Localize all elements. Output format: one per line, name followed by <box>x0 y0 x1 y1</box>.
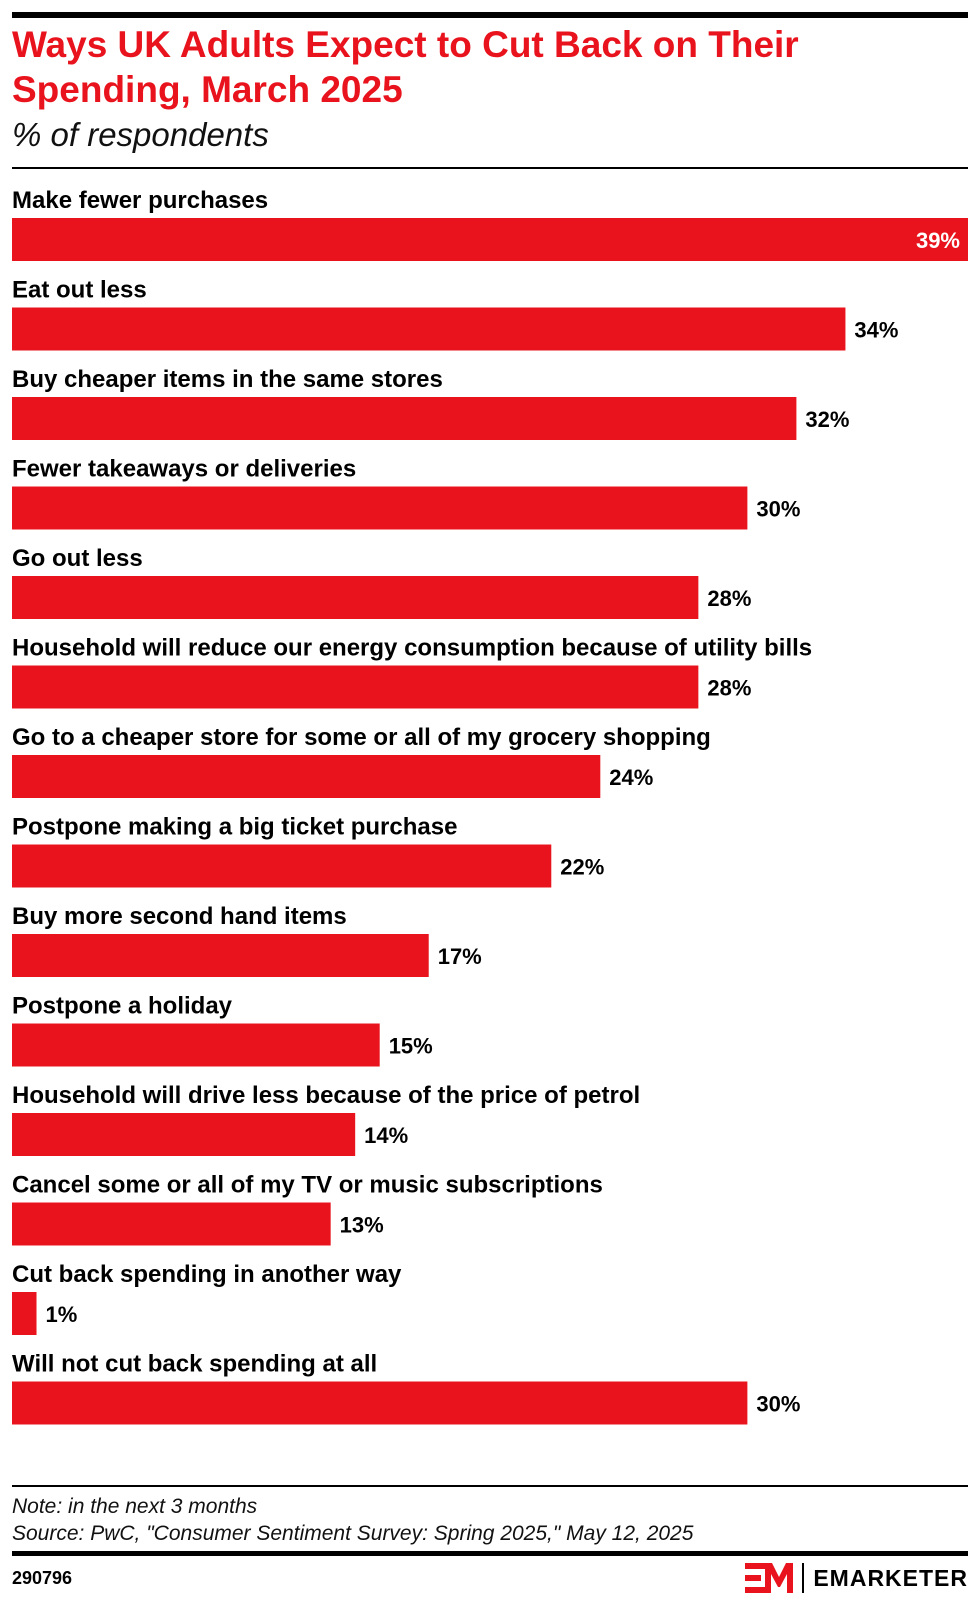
category-label: Buy more second hand items <box>12 903 347 930</box>
footer-rule-top <box>12 1485 968 1487</box>
brand-name: EMARKETER <box>813 1564 968 1591</box>
category-label: Go out less <box>12 545 143 572</box>
value-label: 28% <box>707 676 751 701</box>
category-label: Make fewer purchases <box>12 187 268 214</box>
value-label: 17% <box>438 944 482 969</box>
chart-subtitle: % of respondents <box>12 116 269 153</box>
top-rule <box>12 12 968 18</box>
value-label: 34% <box>854 318 898 343</box>
category-label: Eat out less <box>12 277 147 304</box>
value-label: 1% <box>46 1302 78 1327</box>
bar-row: Fewer takeaways or deliveries 30% <box>12 456 800 530</box>
value-label: 14% <box>364 1123 408 1148</box>
category-label: Postpone a holiday <box>12 993 233 1020</box>
bar <box>12 755 601 798</box>
brand-logo: EMARKETER <box>745 1562 968 1594</box>
bar <box>12 397 797 440</box>
value-label: 32% <box>805 407 849 432</box>
category-label: Postpone making a big ticket purchase <box>12 814 457 841</box>
chart-note: Note: in the next 3 months <box>12 1495 258 1518</box>
bar-row: Will not cut back spending at all 30% <box>12 1351 800 1425</box>
bar-row: Buy more second hand items 17% <box>12 903 482 977</box>
bar <box>12 486 748 530</box>
bar-row: Cancel some or all of my TV or music sub… <box>12 1172 603 1246</box>
bar-row: Postpone making a big ticket purchase 22% <box>12 814 604 888</box>
bar <box>12 1202 331 1246</box>
value-label: 22% <box>560 855 604 880</box>
bar <box>12 218 968 261</box>
chart-source: Source: PwC, "Consumer Sentiment Survey:… <box>12 1522 694 1545</box>
bar-row: Household will drive less because of the… <box>12 1082 640 1156</box>
bar <box>12 307 846 351</box>
category-label: Buy cheaper items in the same stores <box>12 366 443 393</box>
bar-row: Postpone a holiday 15% <box>12 993 433 1067</box>
brand-divider <box>802 1563 805 1593</box>
bar-row: Buy cheaper items in the same stores 32% <box>12 366 849 440</box>
bar-row: Go to a cheaper store for some or all of… <box>12 724 711 798</box>
value-label: 13% <box>340 1213 384 1238</box>
category-label: Cancel some or all of my TV or music sub… <box>12 1172 603 1199</box>
category-label: Cut back spending in another way <box>12 1261 402 1288</box>
bar <box>12 1023 380 1067</box>
value-label: 30% <box>756 497 800 522</box>
category-label: Will not cut back spending at all <box>12 1351 377 1378</box>
bar <box>12 934 429 977</box>
value-label: 15% <box>389 1034 433 1059</box>
bar <box>12 665 699 709</box>
bar-row: Cut back spending in another way 1% <box>12 1261 402 1335</box>
bar <box>12 1292 37 1335</box>
chart-title: Ways UK Adults Expect to Cut Back on The… <box>12 24 799 110</box>
value-label: 24% <box>609 765 653 790</box>
bar-row: Make fewer purchases 39% <box>12 187 968 261</box>
footer-rule-bottom <box>12 1551 968 1556</box>
bar <box>12 1381 748 1425</box>
bar-row: Go out less 28% <box>12 545 751 619</box>
bar-row: Eat out less 34% <box>12 277 898 351</box>
bar <box>12 844 552 888</box>
value-label: 39% <box>916 228 960 253</box>
em-logo-icon <box>745 1563 794 1593</box>
category-label: Fewer takeaways or deliveries <box>12 456 356 483</box>
category-label: Household will reduce our energy consump… <box>12 635 812 662</box>
category-label: Go to a cheaper store for some or all of… <box>12 724 711 751</box>
value-label: 28% <box>707 586 751 611</box>
subtitle-rule <box>12 167 968 169</box>
bar <box>12 576 699 619</box>
chart-id: 290796 <box>12 1568 73 1588</box>
bar <box>12 1113 356 1156</box>
bar-row: Household will reduce our energy consump… <box>12 635 812 709</box>
value-label: 30% <box>756 1392 800 1417</box>
category-label: Household will drive less because of the… <box>12 1082 640 1109</box>
